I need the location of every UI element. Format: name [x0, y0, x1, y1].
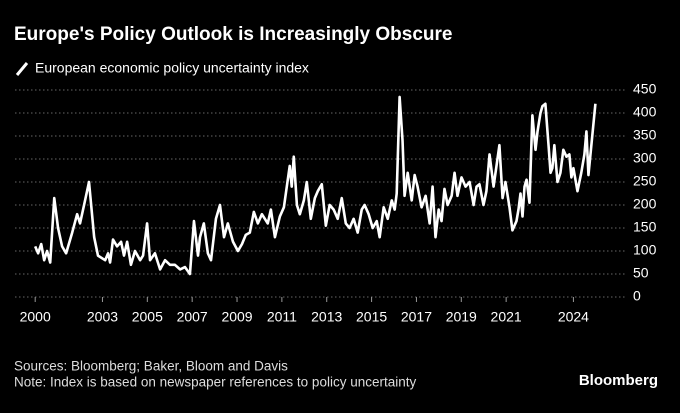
y-tick-label: 250	[633, 173, 657, 189]
x-tick-label: 2000	[20, 309, 51, 325]
y-tick-label: 50	[633, 265, 649, 281]
chart-title: Europe's Policy Outlook is Increasingly …	[14, 24, 452, 45]
y-tick-label: 100	[633, 242, 657, 258]
x-tick-label: 2017	[401, 309, 432, 325]
x-tick-label: 2013	[311, 309, 342, 325]
legend-swatch	[15, 62, 29, 76]
x-tick-label: 2019	[446, 309, 477, 325]
x-tick-label: 2021	[491, 309, 522, 325]
note: Note: Index is based on newspaper refere…	[14, 375, 416, 390]
y-tick-label: 200	[633, 196, 657, 212]
y-tick-label: 300	[633, 150, 657, 166]
y-tick-label: 350	[633, 127, 657, 143]
x-tick-label: 2024	[558, 309, 589, 325]
brand: Bloomberg	[579, 372, 658, 389]
y-tick-label: 450	[633, 81, 657, 97]
x-tick-label: 2005	[132, 309, 163, 325]
sources: Sources: Bloomberg; Baker, Bloom and Dav…	[14, 359, 288, 374]
x-tick-label: 2011	[267, 309, 297, 325]
x-tick-label: 2009	[221, 309, 252, 325]
x-tick-label: 2003	[87, 309, 118, 325]
series-line	[33, 95, 597, 276]
x-tick-label: 2015	[356, 309, 387, 325]
legend-label: European economic policy uncertainty ind…	[35, 60, 309, 76]
y-tick-label: 150	[633, 219, 657, 235]
x-tick-label: 2007	[177, 309, 208, 325]
y-tick-label: 400	[633, 104, 657, 120]
y-tick-label: 0	[633, 288, 641, 304]
